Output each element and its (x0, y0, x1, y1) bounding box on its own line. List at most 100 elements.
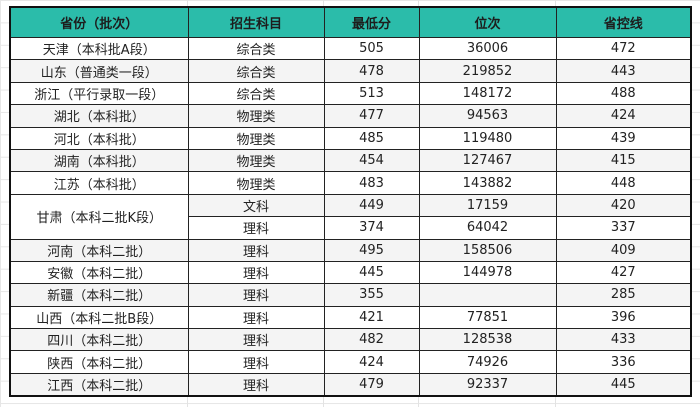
subject-cell: 综合类 (187, 59, 325, 83)
control-line-cell: 427 (555, 260, 692, 285)
table-row: 山西（本科二批B段） 理科 421 77851 396 (9, 305, 692, 330)
rank-cell (418, 283, 557, 307)
control-line-cell: 472 (555, 36, 692, 61)
control-line-cell: 396 (555, 305, 692, 330)
rank-cell: 148172 (418, 81, 557, 106)
table-row: 湖北（本科批） 物理类 477 94563 424 (9, 104, 692, 128)
control-line-cell: 424 (555, 104, 692, 128)
control-line-cell: 445 (555, 372, 692, 397)
province-cell: 甘肃（本科二批K段） (9, 193, 189, 240)
column-header-province: 省份（批次） (9, 6, 189, 38)
province-cell: 江西（本科二批） (9, 372, 189, 397)
province-cell: 新疆（本科二批） (9, 283, 189, 307)
rank-cell: 219852 (418, 59, 557, 83)
subject-cell: 理科 (187, 328, 325, 352)
subject-cell: 理科 (187, 216, 325, 240)
province-cell: 四川（本科二批） (9, 328, 189, 352)
subject-cell: 综合类 (187, 36, 325, 61)
rank-cell: 119480 (418, 126, 557, 150)
control-line-cell: 285 (555, 283, 692, 307)
table-row: 河北（本科批） 物理类 485 119480 439 (9, 126, 692, 150)
control-line-cell: 448 (555, 171, 692, 195)
column-header-subject: 招生科目 (187, 6, 325, 38)
min-score-cell: 478 (323, 59, 420, 83)
subject-cell: 综合类 (187, 81, 325, 106)
column-header-control-line: 省控线 (555, 6, 692, 38)
table-row: 四川（本科二批） 理科 482 128538 433 (9, 328, 692, 352)
min-score-cell: 477 (323, 104, 420, 128)
min-score-cell: 421 (323, 305, 420, 330)
subject-cell: 理科 (187, 372, 325, 397)
min-score-cell: 454 (323, 148, 420, 173)
table-row: 河南（本科二批） 理科 495 158506 409 (9, 238, 692, 262)
control-line-cell: 443 (555, 59, 692, 83)
control-line-cell: 488 (555, 81, 692, 106)
subject-cell: 物理类 (187, 171, 325, 195)
province-cell: 安徽（本科二批） (9, 260, 189, 285)
rank-cell: 144978 (418, 260, 557, 285)
admission-scores-table: 省份（批次） 招生科目 最低分 位次 省控线 天津（本科批A段） 综合类 505 36… (9, 6, 692, 398)
province-cell: 山西（本科二批B段） (9, 305, 189, 330)
control-line-cell: 337 (555, 216, 692, 240)
rank-cell: 92337 (418, 372, 557, 397)
rank-cell: 77851 (418, 305, 557, 330)
table-row: 新疆（本科二批） 理科 355 285 (9, 283, 692, 307)
column-header-rank: 位次 (418, 6, 557, 38)
min-score-cell: 355 (323, 283, 420, 307)
min-score-cell: 513 (323, 81, 420, 106)
min-score-cell: 449 (323, 193, 420, 218)
subject-cell: 物理类 (187, 148, 325, 173)
subject-cell: 文科 (187, 193, 325, 218)
rank-cell: 158506 (418, 238, 557, 262)
header-row: 省份（批次） 招生科目 最低分 位次 省控线 (9, 6, 692, 38)
min-score-cell: 424 (323, 350, 420, 374)
rank-cell: 74926 (418, 350, 557, 374)
province-cell: 河南（本科二批） (9, 238, 189, 262)
control-line-cell: 439 (555, 126, 692, 150)
rank-cell: 64042 (418, 216, 557, 240)
province-cell: 湖南（本科批） (9, 148, 189, 173)
rank-cell: 143882 (418, 171, 557, 195)
min-score-cell: 495 (323, 238, 420, 262)
province-cell: 湖北（本科批） (9, 104, 189, 128)
subject-cell: 理科 (187, 260, 325, 285)
subject-cell: 理科 (187, 283, 325, 307)
province-cell: 江苏（本科批） (9, 171, 189, 195)
table-row: 天津（本科批A段） 综合类 505 36006 472 (9, 36, 692, 61)
control-line-cell: 409 (555, 238, 692, 262)
table-row: 安徽（本科二批） 理科 445 144978 427 (9, 260, 692, 285)
subject-cell: 理科 (187, 350, 325, 374)
rank-cell: 94563 (418, 104, 557, 128)
table-row: 江西（本科二批） 理科 479 92337 445 (9, 372, 692, 397)
province-cell: 陕西（本科二批） (9, 350, 189, 374)
min-score-cell: 505 (323, 36, 420, 61)
min-score-cell: 445 (323, 260, 420, 285)
province-cell: 河北（本科批） (9, 126, 189, 150)
column-header-min-score: 最低分 (323, 6, 420, 38)
subject-cell: 物理类 (187, 126, 325, 150)
subject-cell: 理科 (187, 238, 325, 262)
subject-cell: 物理类 (187, 104, 325, 128)
control-line-cell: 415 (555, 148, 692, 173)
province-cell: 天津（本科批A段） (9, 36, 189, 61)
control-line-cell: 420 (555, 193, 692, 218)
table-row: 甘肃（本科二批K段） 文科 449 17159 420 (9, 193, 692, 240)
rank-cell: 128538 (418, 328, 557, 352)
control-line-cell: 336 (555, 350, 692, 374)
province-cell: 山东（普通类一段） (9, 59, 189, 83)
min-score-cell: 483 (323, 171, 420, 195)
rank-cell: 36006 (418, 36, 557, 61)
rank-cell: 17159 (418, 193, 557, 218)
province-cell: 浙江（平行录取一段） (9, 81, 189, 106)
rank-cell: 127467 (418, 148, 557, 173)
table-row: 浙江（平行录取一段） 综合类 513 148172 488 (9, 81, 692, 106)
control-line-cell: 433 (555, 328, 692, 352)
min-score-cell: 485 (323, 126, 420, 150)
table-row: 陕西（本科二批） 理科 424 74926 336 (9, 350, 692, 374)
min-score-cell: 482 (323, 328, 420, 352)
subject-cell: 理科 (187, 305, 325, 330)
table-row: 山东（普通类一段） 综合类 478 219852 443 (9, 59, 692, 83)
table-body: 天津（本科批A段） 综合类 505 36006 472 山东（普通类一段） 综合类 478 21… (9, 36, 692, 397)
min-score-cell: 374 (323, 216, 420, 240)
min-score-cell: 479 (323, 372, 420, 397)
